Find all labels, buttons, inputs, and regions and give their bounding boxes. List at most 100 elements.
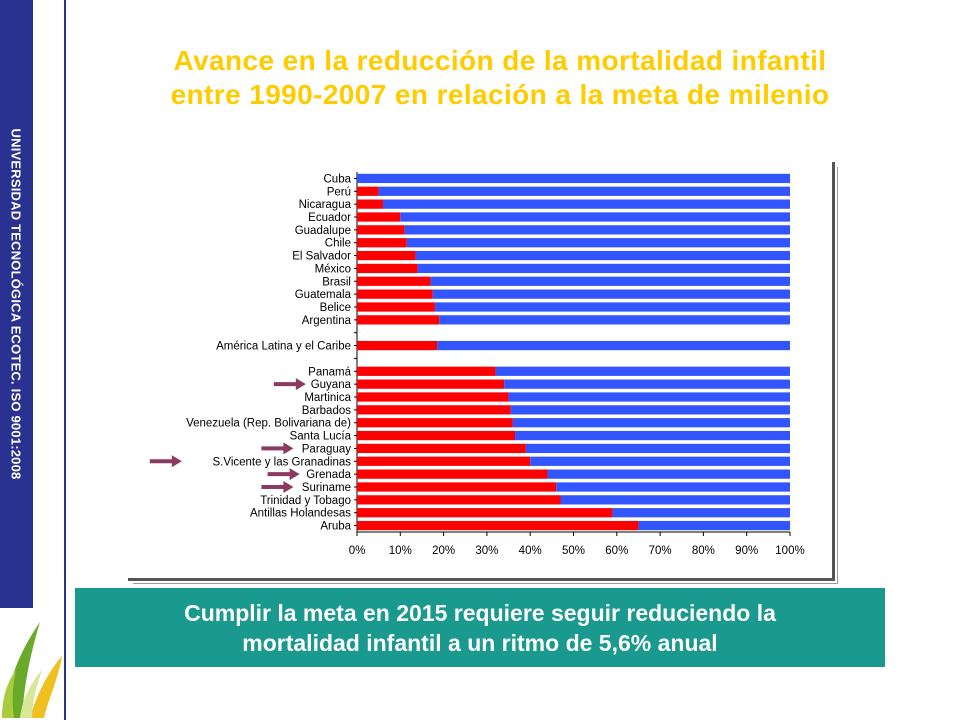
y-tick-label: Venezuela (Rep. Bolivariana de) (186, 418, 351, 430)
caption-line-2: mortalidad infantil a un ritmo de 5,6% a… (242, 629, 718, 656)
y-tick-label: Ecuador (308, 212, 351, 224)
bar-remaining (404, 225, 790, 235)
bar-achieved (357, 199, 383, 209)
bar-remaining (437, 340, 790, 351)
y-tick-label: Grenada (306, 469, 351, 481)
y-tick-label: Barbados (302, 405, 351, 417)
bar-remaining (525, 443, 790, 454)
bar-achieved (357, 340, 438, 351)
title-line-1: Avance en la reducción de la mortalidad … (173, 45, 827, 76)
bar-remaining (495, 366, 790, 376)
bar-achieved (357, 263, 418, 274)
bar-remaining (515, 430, 790, 441)
y-tick-label: Guadalupe (295, 225, 351, 237)
bar-achieved (357, 289, 433, 299)
caption-line-1: Cumplir la meta en 2015 requiere seguir … (184, 599, 776, 626)
x-tick-label: 90% (735, 545, 758, 557)
y-tick-label: Martinica (304, 392, 351, 404)
pointer-arrow-head (171, 455, 182, 468)
y-tick-label: Guyana (311, 379, 352, 391)
bar-remaining (406, 238, 790, 248)
bar-remaining (638, 520, 790, 531)
y-tick-label: Perú (327, 186, 351, 198)
y-tick-label: S.Vicente y las Granadinas (212, 456, 351, 468)
y-tick-label: Argentina (302, 315, 352, 327)
bar-remaining (508, 392, 790, 402)
bar-achieved (357, 520, 639, 531)
x-tick-label: 60% (605, 545, 628, 557)
bar-achieved (357, 495, 561, 505)
y-tick-label: Guatemala (295, 289, 352, 301)
bar-remaining (415, 250, 790, 261)
bar-achieved (357, 418, 513, 428)
bar-achieved (357, 430, 516, 441)
bar-remaining (357, 173, 790, 184)
bar-achieved (357, 366, 496, 376)
pointer-arrow-head (283, 481, 294, 493)
bar-achieved (357, 276, 431, 286)
bar-remaining (560, 495, 790, 505)
bar-remaining (417, 263, 790, 274)
bar-remaining (382, 199, 790, 209)
leaf-logo-icon (2, 622, 62, 718)
y-tick-label: El Salvador (292, 251, 351, 263)
bar-remaining (530, 456, 790, 466)
y-tick-label: Paraguay (302, 443, 351, 455)
caption-box: Cumplir la meta en 2015 requiere seguir … (75, 588, 885, 667)
x-tick-label: 40% (519, 545, 542, 557)
sidebar-divider-line (64, 0, 66, 720)
y-tick-label: Nicaragua (299, 199, 352, 211)
sidebar-band (0, 0, 33, 608)
bar-achieved (357, 469, 548, 479)
pointer-arrow-head (289, 468, 300, 481)
bar-remaining (510, 405, 790, 415)
bar-achieved (357, 250, 416, 261)
bar-achieved (357, 392, 509, 402)
bar-remaining (432, 289, 790, 299)
x-tick-label: 70% (649, 545, 672, 557)
x-tick-label: 0% (349, 545, 366, 557)
bar-achieved (357, 238, 407, 248)
bar-achieved (357, 186, 379, 196)
bar-remaining (378, 186, 790, 196)
pointer-arrow-head (283, 442, 294, 455)
bar-remaining (434, 302, 790, 312)
bar-achieved (357, 405, 511, 415)
x-tick-label: 80% (692, 545, 715, 557)
y-tick-label: Antillas Holandesas (250, 508, 351, 520)
bar-achieved (357, 508, 613, 518)
y-tick-label: Cuba (324, 173, 352, 185)
sidebar-institution-text: UNIVERSIDAD TECNOLÓGICA ECOTEC. ISO 9001… (8, 128, 24, 480)
x-tick-label: 50% (562, 545, 585, 557)
bar-achieved (357, 443, 526, 454)
bar-remaining (430, 276, 790, 286)
bar-achieved (357, 379, 505, 389)
pointer-arrow-head (295, 378, 306, 391)
bar-remaining (512, 418, 790, 428)
chart-panel: Cuba Perú Nicaragua Ecuador Guadalupe Chile El… (128, 162, 838, 584)
bar-remaining (504, 379, 790, 389)
y-tick-label: Panamá (308, 366, 351, 378)
y-tick-label: Suriname (302, 482, 351, 494)
bar-achieved (357, 315, 440, 325)
y-tick-label: América Latina y el Caribe (216, 341, 351, 353)
bar-achieved (357, 212, 401, 222)
x-tick-label: 100% (775, 545, 804, 557)
y-tick-label: Aruba (320, 521, 351, 533)
bar-remaining (439, 315, 790, 325)
x-tick-label: 10% (389, 545, 412, 557)
bar-remaining (400, 212, 790, 222)
sidebar: UNIVERSIDAD TECNOLÓGICA ECOTEC. ISO 9001… (0, 0, 66, 720)
y-tick-label: Trinidad y Tobago (260, 495, 351, 507)
bar-remaining (612, 508, 790, 518)
bar-achieved (357, 456, 531, 466)
x-tick-label: 30% (475, 545, 498, 557)
y-tick-label: Santa Lucía (290, 431, 352, 443)
bar-remaining (556, 482, 790, 492)
stacked-bar-chart: CubaPerúNicaraguaEcuadorGuadalupeChileEl… (149, 172, 805, 557)
y-tick-label: Brasil (322, 276, 351, 288)
y-tick-label: México (315, 263, 351, 275)
bar-achieved (357, 482, 557, 492)
y-tick-label: Belice (320, 302, 351, 314)
bar-remaining (547, 469, 790, 479)
